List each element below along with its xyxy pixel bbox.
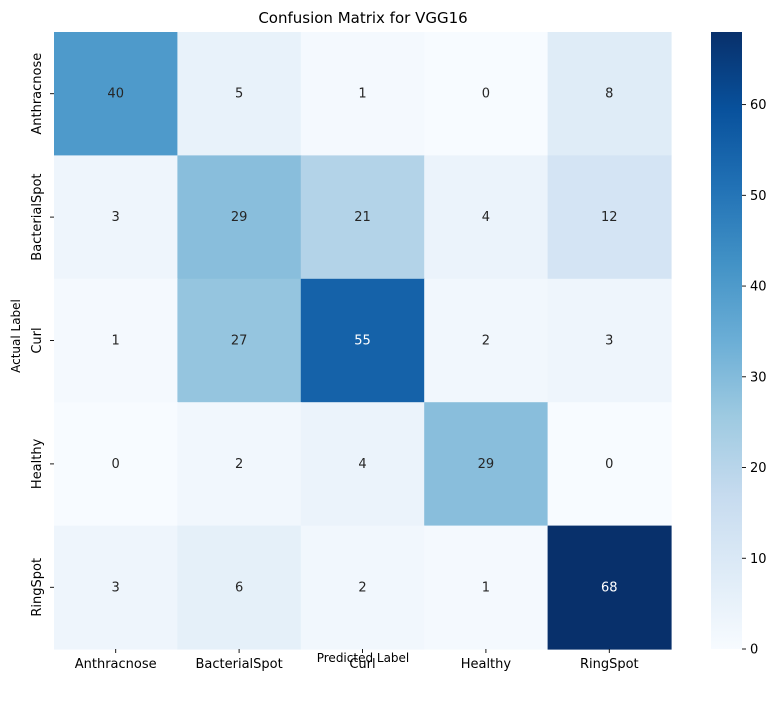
y-tick-label: Healthy [30,438,45,489]
cell-value-label: 0 [605,457,613,472]
cell-value-label: 12 [601,210,618,225]
cell-value-label: 2 [235,457,243,472]
cell-value-label: 1 [358,87,366,102]
colorbar-tick-label: 40 [750,280,767,295]
colorbar-tick-label: 20 [750,461,767,476]
heatmap-cell [54,278,178,403]
colorbar-tick-label: 60 [750,98,767,113]
colorbar [711,32,742,649]
x-axis-label: Predicted Label [317,651,410,665]
x-tick-label: Anthracnose [75,657,157,672]
heatmap-cell [54,525,178,650]
heatmap-cell [547,278,672,403]
x-axis-ticks: Anthracnose BacterialSpot Curl Healthy RingS… [75,649,639,672]
cell-value-label: 40 [107,87,124,102]
heatmap-cell [54,32,178,156]
heatmap-cell [300,525,425,650]
heatmap-cell [424,155,549,280]
heatmap-cell [177,32,302,156]
heatmap-cell [177,278,302,403]
cell-value-label: 29 [231,210,248,225]
heatmap-cell [177,525,302,650]
x-tick-label: Curl [349,657,375,672]
heatmap-cell [177,155,302,280]
heatmap-cell [547,32,672,156]
heatmap-cell [547,402,672,527]
heatmap-cell [547,155,672,280]
cell-value-label: 55 [354,334,371,349]
cell-value-label: 3 [605,334,613,349]
x-tick-label: BacterialSpot [195,657,282,672]
cell-value-label: 68 [601,580,618,595]
heatmap-cell [424,525,549,650]
cell-value-label: 2 [482,334,490,349]
y-tick-label: RingSpot [30,558,45,617]
cell-value-label: 5 [235,87,243,102]
heatmap-cell [300,155,425,280]
cell-value-label: 0 [482,87,490,102]
cell-labels: 40 5 1 0 83 29 21 4 121 27 55 2 30 2 4 29 03 6 2 1 68 [107,87,617,596]
colorbar-tick-label: 10 [750,552,767,567]
y-tick-label: Anthracnose [30,53,45,135]
heatmap-cell [300,402,425,527]
cell-value-label: 21 [354,210,371,225]
colorbar-ticks: 0 10 20 30 40 50 60 [742,98,767,658]
cell-value-label: 6 [235,580,243,595]
y-axis-ticks: Anthracnose BacterialSpot Curl Healthy RingS… [30,53,54,617]
cell-value-label: 2 [358,580,366,595]
y-tick-label: Curl [30,327,45,353]
heatmap-cell [424,278,549,403]
cell-value-label: 4 [358,457,366,472]
heatmap-cell [547,525,672,650]
cell-value-label: 0 [112,457,120,472]
chart-title: Confusion Matrix for VGG16 [258,9,467,27]
heatmap-cell [177,402,302,527]
heatmap-cell [424,402,549,527]
cell-value-label: 8 [605,87,613,102]
cell-value-label: 4 [482,210,490,225]
heatmap-cell [54,402,178,527]
colorbar-tick-label: 30 [750,370,767,385]
cell-value-label: 1 [112,334,120,349]
cell-value-label: 29 [478,457,495,472]
colorbar-tick-label: 0 [750,643,758,658]
x-tick-label: Healthy [461,657,512,672]
colorbar-tick-label: 50 [750,189,767,204]
heatmap-cell [300,278,425,403]
y-axis-label: Actual Label [9,299,23,373]
cell-value-label: 1 [482,580,490,595]
heatmap-cell [54,155,178,280]
x-tick-label: RingSpot [580,657,639,672]
y-tick-label: BacterialSpot [30,173,45,260]
heatmap-cell [300,32,425,156]
heatmap-cells [54,32,672,650]
cell-value-label: 27 [231,334,248,349]
heatmap-cell [424,32,549,156]
cell-value-label: 3 [112,210,120,225]
cell-value-label: 3 [112,580,120,595]
